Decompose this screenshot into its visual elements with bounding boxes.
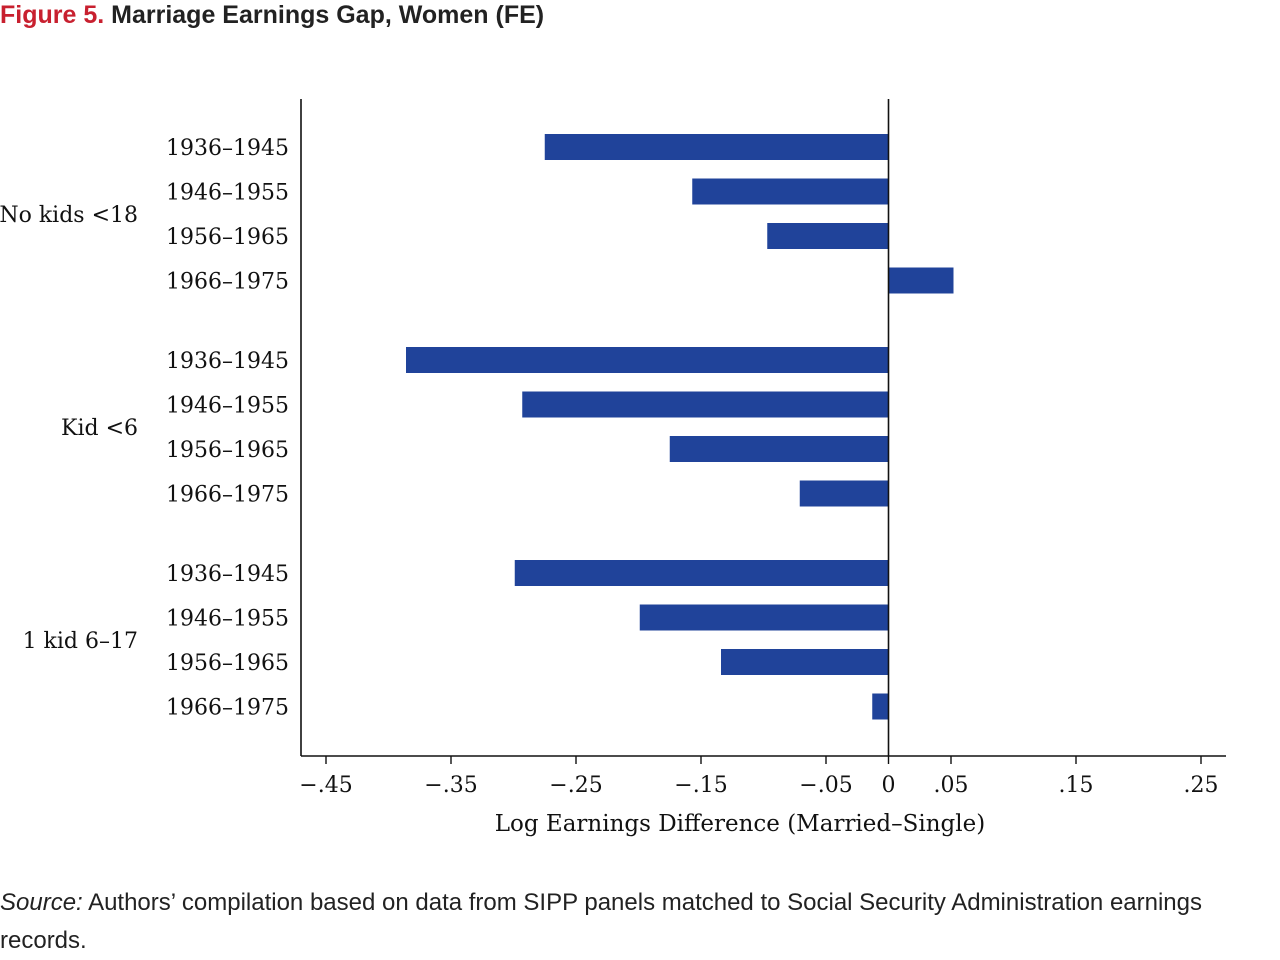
x-ticks: −.45 −.35 −.25 −.15 −.05 0 .05 .15 .25 [299,756,1219,798]
category-label: 1966–1975 [166,483,289,508]
x-tick-label: .05 [934,773,969,798]
category-label: 1936–1945 [166,349,289,374]
x-tick-label: −.05 [799,773,852,798]
x-tick-label: 0 [882,773,896,798]
bar [544,134,889,160]
bar [872,693,889,720]
bars-layer [406,134,954,720]
group-label: Kid <6 [61,416,138,441]
category-label: 1946–1955 [166,181,289,206]
bar [799,480,889,507]
category-label: 1966–1975 [166,270,289,295]
x-tick-label: −.15 [674,773,727,798]
bar [406,347,889,373]
x-tick-label: −.25 [549,773,602,798]
bar-chart: −.45 −.35 −.25 −.15 −.05 0 .05 .15 .25 1936–1945… [0,99,1226,837]
figure-title: Figure 5. Marriage Earnings Gap, Women (… [0,0,544,30]
figure-label: Figure 5. [0,1,105,29]
group-label: 1 kid 6–17 [23,629,138,654]
group-label: No kids <18 [0,203,138,228]
source-text: Authors’ compilation based on data from … [0,889,1202,954]
bar [692,178,889,205]
source-note: Source: Authors’ compilation based on da… [0,884,1278,960]
x-tick-label: .25 [1184,773,1219,798]
x-tick-label: .15 [1059,773,1094,798]
bar [514,560,889,586]
category-label: 1956–1965 [166,438,289,463]
bar [888,267,954,294]
bar [767,223,889,249]
source-label: Source: [0,889,83,916]
category-label: 1936–1945 [166,562,289,587]
bar [522,391,889,418]
category-labels: 1936–1945 1946–1955 1956–1965 1966–1975 No k… [0,136,289,721]
x-tick-label: −.35 [424,773,477,798]
x-tick-label: −.45 [299,773,352,798]
category-label: 1946–1955 [166,607,289,632]
bar [639,604,889,631]
bar [721,649,889,675]
category-label: 1936–1945 [166,136,289,161]
category-label: 1966–1975 [166,696,289,721]
category-label: 1956–1965 [166,651,289,676]
category-label: 1946–1955 [166,394,289,419]
figure-title-text: Marriage Earnings Gap, Women (FE) [111,1,545,29]
bar [669,436,889,462]
axes-layer [300,99,1226,757]
category-label: 1956–1965 [166,225,289,250]
x-axis-title: Log Earnings Difference (Married–Single) [495,811,985,837]
